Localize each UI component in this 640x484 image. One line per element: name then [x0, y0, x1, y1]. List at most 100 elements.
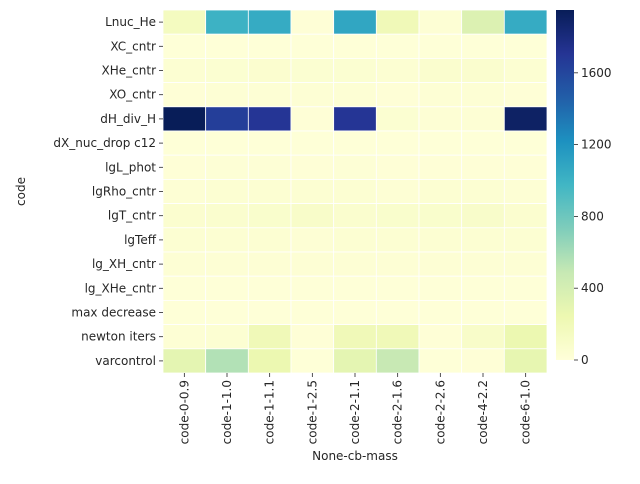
heatmap-cell — [162, 324, 207, 350]
heatmap-cell — [375, 275, 420, 301]
heatmap-cell — [418, 82, 463, 108]
heatmap-cell — [503, 82, 548, 108]
heatmap-cell — [418, 106, 463, 132]
heatmap-cell — [375, 299, 420, 325]
x-tick-label: code-0-0.9 — [177, 380, 191, 444]
y-tick-label: lg_XH_cntr — [92, 257, 156, 271]
heatmap-cell — [461, 324, 505, 350]
heatmap-cell — [503, 227, 548, 253]
colorbar-tick-label: 1600 — [581, 66, 612, 80]
heatmap-cell — [375, 324, 420, 350]
heatmap-cell — [247, 299, 292, 325]
heatmap-cell — [162, 299, 207, 325]
y-axis-label: code — [14, 177, 28, 206]
y-tick-label: max decrease — [71, 306, 156, 320]
heatmap-cell — [162, 348, 207, 374]
heatmap-cell — [290, 178, 335, 204]
heatmap-cell — [205, 227, 249, 253]
colorbar-tick-label: 0 — [581, 353, 589, 367]
x-tick-label: code-4-2.2 — [476, 380, 490, 444]
heatmap-cell — [247, 203, 292, 229]
heatmap-cell — [205, 203, 249, 229]
heatmap-cell — [333, 178, 377, 204]
heatmap-cell — [205, 9, 249, 35]
heatmap-cell — [375, 251, 420, 277]
heatmap-cell — [247, 251, 292, 277]
heatmap-cell — [162, 130, 207, 156]
x-tick-label: code-2-1.6 — [391, 380, 405, 444]
heatmap-cell — [333, 82, 377, 108]
heatmap-cell — [162, 58, 207, 84]
heatmap-cell — [375, 348, 420, 374]
heatmap-cell — [461, 82, 505, 108]
x-axis-label: None-cb-mass — [312, 449, 398, 463]
y-tick-label: dH_div_H — [100, 112, 156, 126]
heatmap-cell — [247, 58, 292, 84]
heatmap-cell — [290, 58, 335, 84]
heatmap-cell — [205, 154, 249, 180]
heatmap-cell — [290, 275, 335, 301]
x-tick-label: code-1-2.5 — [305, 380, 319, 444]
heatmap-cell — [290, 130, 335, 156]
colorbar-ticks: 0 400 800 1200 1600 — [574, 66, 612, 367]
heatmap-cell — [375, 106, 420, 132]
heatmap-cell — [375, 9, 420, 35]
y-tick-label: lgRho_cntr — [92, 185, 156, 199]
heatmap-cell — [503, 154, 548, 180]
colorbar-tick-label: 800 — [581, 209, 604, 223]
heatmap-cell — [247, 33, 292, 59]
heatmap-cell — [247, 106, 292, 132]
y-axis-ticks: Lnuc_He XC_cntr XHe_cntr XO_cntr dH_div_H dX_… — [53, 15, 163, 368]
y-tick-label: lgT_cntr — [108, 209, 156, 223]
heatmap-cell — [247, 9, 292, 35]
heatmap-cell — [333, 106, 377, 132]
heatmap-cell — [418, 33, 463, 59]
heatmap-cell — [333, 275, 377, 301]
heatmap-cell — [418, 58, 463, 84]
colorbar-tick-label: 400 — [581, 281, 604, 295]
heatmap-cell — [162, 82, 207, 108]
heatmap-cell — [375, 58, 420, 84]
heatmap-cell — [503, 203, 548, 229]
y-tick-label: XHe_cntr — [102, 64, 157, 78]
heatmap-cell — [418, 9, 463, 35]
heatmap-cell — [290, 227, 335, 253]
heatmap-cell — [333, 9, 377, 35]
heatmap-cell — [333, 130, 377, 156]
heatmap-cell — [461, 106, 505, 132]
heatmap-cell — [247, 82, 292, 108]
heatmap-cell — [418, 227, 463, 253]
heatmap-cell — [461, 275, 505, 301]
heatmap-cell — [503, 33, 548, 59]
x-tick-label: code-1-1.0 — [220, 380, 234, 444]
heatmap-cell — [290, 9, 335, 35]
heatmap-cell — [290, 154, 335, 180]
heatmap-cell — [418, 178, 463, 204]
heatmap-cell — [205, 106, 249, 132]
heatmap-cell — [290, 251, 335, 277]
heatmap-cell — [205, 58, 249, 84]
heatmap-cell — [418, 275, 463, 301]
heatmap-cell — [290, 299, 335, 325]
heatmap-cell — [503, 299, 548, 325]
heatmap-cell — [375, 203, 420, 229]
x-tick-label: code-1-1.1 — [263, 380, 277, 444]
heatmap-cell — [375, 33, 420, 59]
heatmap-cell — [205, 324, 249, 350]
heatmap-cell — [333, 227, 377, 253]
heatmap-cell — [333, 203, 377, 229]
heatmap-cell — [461, 299, 505, 325]
heatmap-cell — [205, 33, 249, 59]
heatmap-cell — [247, 324, 292, 350]
heatmap-cell — [333, 58, 377, 84]
heatmap-cell — [290, 324, 335, 350]
y-tick-label: Lnuc_He — [105, 15, 156, 29]
heatmap-cell — [333, 324, 377, 350]
heatmap-cell — [205, 251, 249, 277]
heatmap-cell — [418, 324, 463, 350]
heatmap-cell — [162, 275, 207, 301]
heatmap-cell — [503, 251, 548, 277]
y-tick-label: newton iters — [81, 330, 156, 344]
heatmap-cell — [205, 348, 249, 374]
